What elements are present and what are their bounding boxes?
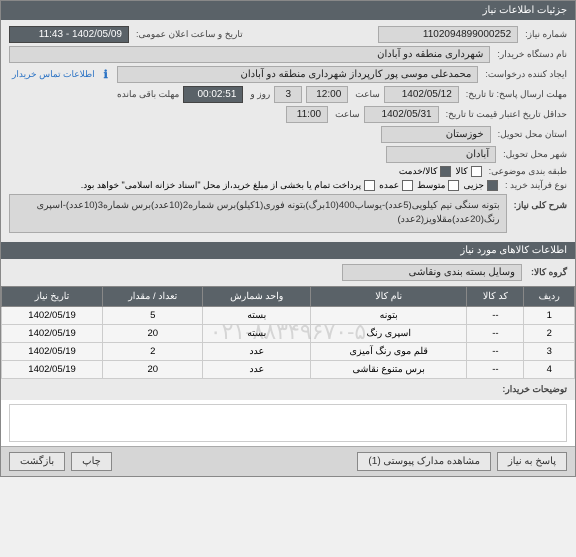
table-cell: 3 — [524, 342, 575, 360]
buyer-label: نام دستگاه خریدار: — [494, 49, 567, 60]
niaz-no-field: 1102094899000252 — [378, 26, 518, 43]
remaining-label: مهلت باقی مانده — [114, 89, 179, 100]
city-field: آبادان — [386, 146, 496, 163]
back-button[interactable]: بازگشت — [9, 452, 65, 471]
footer-toolbar: پاسخ به نیاز مشاهده مدارک پیوستی (1) چاپ… — [1, 446, 575, 476]
purchase-type-label: نوع فرآیند خرید : — [502, 180, 567, 191]
pt1-text: جزیی — [463, 180, 484, 191]
table-cell: عدد — [203, 360, 311, 378]
table-cell: -- — [467, 306, 524, 324]
window-title: جزئیات اطلاعات نیاز — [483, 5, 567, 16]
desc-field: بتونه سنگی نیم کیلویی(5عدد)-یوساب400(10ب… — [9, 194, 507, 233]
table-cell: 2 — [524, 324, 575, 342]
items-table: ردیفکد کالانام کالاواحد شمارشتعداد / مقد… — [1, 286, 575, 379]
table-cell: 1 — [524, 306, 575, 324]
validity-label: حداقل تاریخ اعتبار قیمت تا تاریخ: — [443, 109, 567, 120]
table-cell: 5 — [103, 306, 203, 324]
table-header: کد کالا — [467, 286, 524, 306]
remaining-time-field: 00:02:51 — [183, 86, 243, 103]
day-hour-label: روز و — [247, 89, 270, 100]
creator-field: محمدعلی موسی پور کارپرداز شهرداری منطقه … — [117, 66, 479, 83]
cat-service-checkbox[interactable]: کالا/خدمت — [399, 166, 452, 177]
cat-goods-text: کالا — [455, 166, 467, 177]
section-items-header: اطلاعات کالاهای مورد نیاز — [1, 242, 575, 259]
table-row[interactable]: 4--برس متنوع نقاشیعدد201402/05/19 — [2, 360, 575, 378]
table-cell: 1402/05/19 — [2, 324, 103, 342]
category-label: طبقه بندی موضوعی: — [486, 166, 567, 177]
table-cell: بسته — [203, 324, 311, 342]
deadline-label: مهلت ارسال پاسخ: تا تاریخ: — [463, 89, 567, 100]
reply-button[interactable]: پاسخ به نیاز — [497, 452, 567, 471]
table-cell: قلم موی رنگ آمیزی — [311, 342, 467, 360]
payment-note-text: پرداخت تمام یا بخشی از مبلغ خرید،از محل … — [81, 180, 361, 191]
table-header: واحد شمارش — [203, 286, 311, 306]
table-cell: 20 — [103, 360, 203, 378]
pt2-text: متوسط — [417, 180, 445, 191]
attachments-button[interactable]: مشاهده مدارک پیوستی (1) — [357, 452, 491, 471]
window-title-bar: جزئیات اطلاعات نیاز — [1, 1, 575, 20]
cat-service-text: کالا/خدمت — [399, 166, 438, 177]
city-label: شهر محل تحویل: — [500, 149, 567, 160]
group-field: وسایل بسته بندی ونقاشی — [342, 264, 522, 281]
province-field: خوزستان — [381, 126, 491, 143]
info-icon[interactable]: ℹ — [99, 68, 113, 82]
table-cell: -- — [467, 342, 524, 360]
group-label: گروه کالا: — [528, 267, 567, 278]
table-cell: اسپری رنگ — [311, 324, 467, 342]
table-cell: 1402/05/19 — [2, 342, 103, 360]
table-header: تعداد / مقدار — [103, 286, 203, 306]
table-cell: برس متنوع نقاشی — [311, 360, 467, 378]
announce-label: تاریخ و ساعت اعلان عمومی: — [133, 29, 243, 40]
deadline-time-label: ساعت — [352, 89, 380, 100]
cat-goods-checkbox[interactable]: کالا — [455, 166, 481, 177]
buyer-notes-label: توضیحات خریدار: — [499, 384, 567, 395]
pt3-text: عمده — [379, 180, 399, 191]
table-cell: 20 — [103, 324, 203, 342]
table-header: نام کالا — [311, 286, 467, 306]
table-header: تاریخ نیاز — [2, 286, 103, 306]
table-cell: عدد — [203, 342, 311, 360]
pt3-checkbox[interactable]: عمده — [379, 180, 413, 191]
validity-time-field: 11:00 — [286, 106, 328, 123]
payment-note-checkbox[interactable]: پرداخت تمام یا بخشی از مبلغ خرید،از محل … — [81, 180, 375, 191]
table-container: ۰۲۱-۸۸۳۴۹۶۷۰-۵ ردیفکد کالانام کالاواحد ش… — [1, 286, 575, 379]
validity-date-field: 1402/05/31 — [364, 106, 439, 123]
province-label: استان محل تحویل: — [495, 129, 567, 140]
table-cell: 2 — [103, 342, 203, 360]
table-cell: بسته — [203, 306, 311, 324]
table-row[interactable]: 3--قلم موی رنگ آمیزیعدد21402/05/19 — [2, 342, 575, 360]
deadline-time-field: 12:00 — [306, 86, 348, 103]
table-cell: 1402/05/19 — [2, 306, 103, 324]
buyer-field: شهرداری منطقه دو آبادان — [9, 46, 490, 63]
pt1-checkbox[interactable]: جزیی — [463, 180, 498, 191]
table-row[interactable]: 1--بتونهبسته51402/05/19 — [2, 306, 575, 324]
table-row[interactable]: 2--اسپری رنگبسته201402/05/19 — [2, 324, 575, 342]
table-cell: 4 — [524, 360, 575, 378]
contact-info-link[interactable]: اطلاعات تماس خریدار — [9, 69, 95, 80]
table-cell: -- — [467, 324, 524, 342]
table-cell: 1402/05/19 — [2, 360, 103, 378]
table-header: ردیف — [524, 286, 575, 306]
print-button[interactable]: چاپ — [71, 452, 112, 471]
deadline-date-field: 1402/05/12 — [384, 86, 459, 103]
niaz-no-label: شماره نیاز: — [522, 29, 567, 40]
table-cell: بتونه — [311, 306, 467, 324]
validity-time-label: ساعت — [332, 109, 360, 120]
desc-label: شرح کلی نیاز: — [511, 194, 567, 211]
pt2-checkbox[interactable]: متوسط — [417, 180, 459, 191]
days-left-field: 3 — [274, 86, 302, 103]
main-form: شماره نیاز: 1102094899000252 تاریخ و ساع… — [1, 20, 575, 242]
announce-field: 1402/05/09 - 11:43 — [9, 26, 129, 43]
table-cell: -- — [467, 360, 524, 378]
creator-label: ایجاد کننده درخواست: — [482, 69, 567, 80]
buyer-notes-box — [9, 404, 567, 442]
